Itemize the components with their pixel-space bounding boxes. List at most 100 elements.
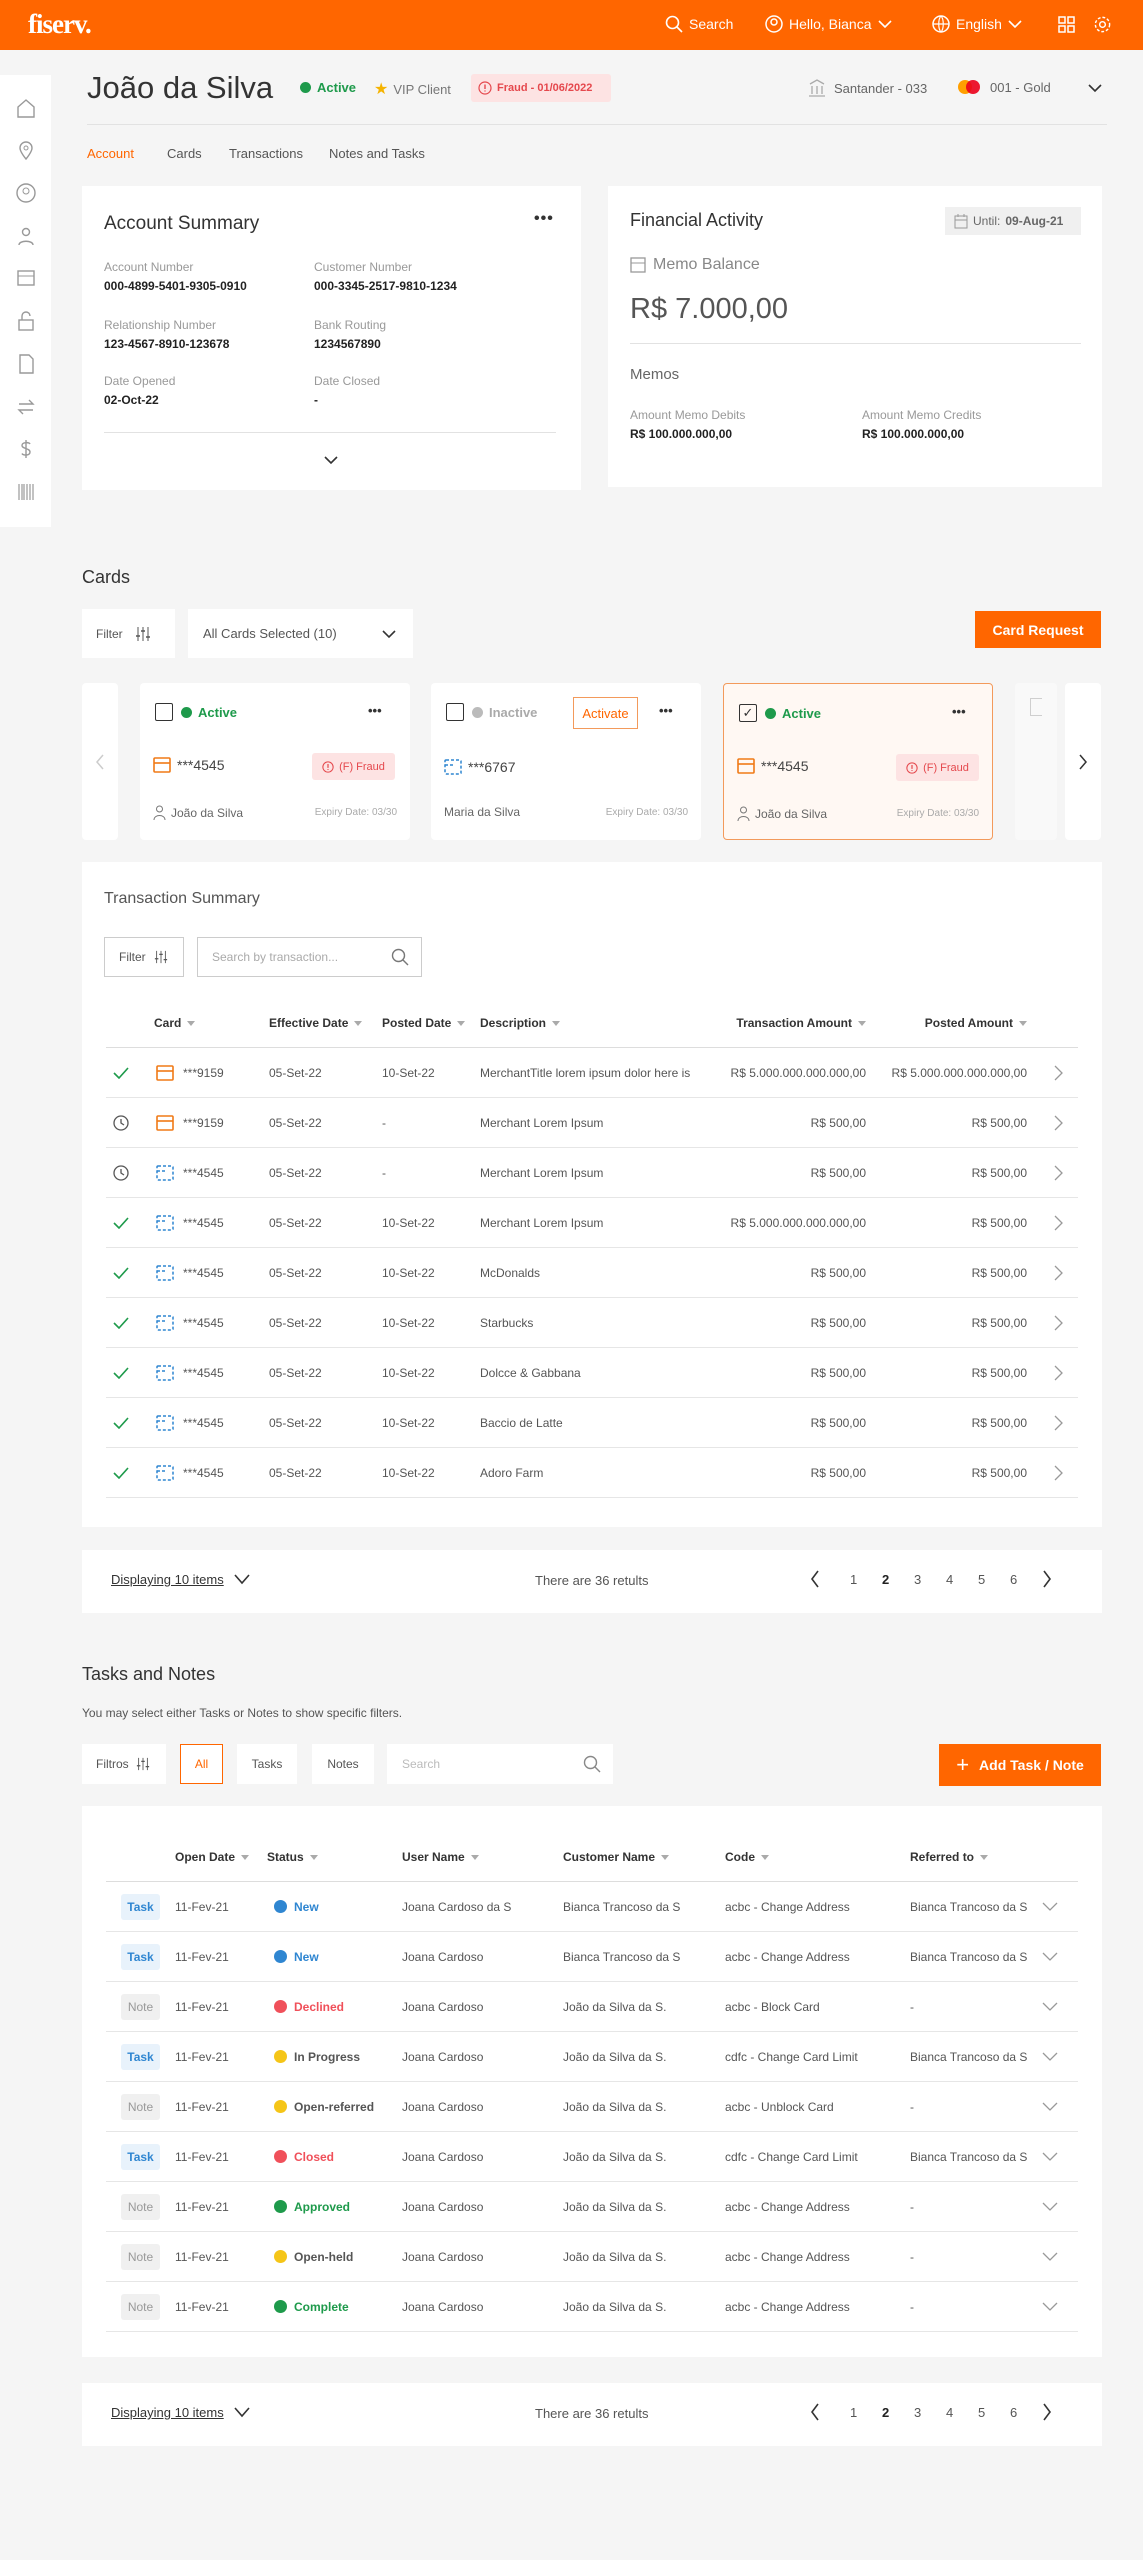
column-header[interactable]: Transaction Amount [736, 1016, 866, 1030]
column-header[interactable]: Description [480, 1016, 561, 1030]
more-options-icon[interactable]: ••• [952, 704, 966, 719]
tab-cards[interactable]: Cards [167, 146, 202, 161]
location-pin-icon[interactable] [15, 139, 37, 161]
table-row[interactable]: Note 11-Fev-21 Open-held Joana Cardoso João … [106, 2232, 1078, 2282]
table-row[interactable]: ***4545 05-Set-22 10-Set-22 Merchant Lorem … [106, 1198, 1078, 1248]
cards-selector-dropdown[interactable]: All Cards Selected (10) [188, 609, 413, 658]
filter-notes-chip[interactable]: Notes [312, 1744, 374, 1784]
chevron-down-icon[interactable] [1042, 2302, 1058, 2312]
page-number[interactable]: 3 [914, 2404, 922, 2420]
card-tile-partial[interactable] [1015, 683, 1057, 840]
chevron-right-icon[interactable] [1054, 1415, 1063, 1431]
activate-button[interactable]: Activate [573, 697, 638, 729]
column-header[interactable]: Card [154, 1016, 196, 1030]
more-options-icon[interactable]: ••• [659, 703, 673, 718]
table-row[interactable]: Note 11-Fev-21 Declined Joana Cardoso João d… [106, 1982, 1078, 2032]
chevron-down-icon[interactable] [1042, 1902, 1058, 1912]
chevron-down-icon[interactable] [1042, 2202, 1058, 2212]
tab-account[interactable]: Account [87, 146, 134, 161]
chevron-right-icon[interactable] [1054, 1215, 1063, 1231]
document-edit-icon[interactable] [15, 353, 37, 375]
expand-chevron-icon[interactable] [323, 454, 339, 466]
table-row[interactable]: ***4545 05-Set-22 - Merchant Lorem Ipsum R$ … [106, 1148, 1078, 1198]
column-header[interactable]: Referred to [910, 1850, 989, 1864]
table-row[interactable]: Task 11-Fev-21 Closed Joana Cardoso João da … [106, 2132, 1078, 2182]
chevron-down-icon[interactable] [1042, 2152, 1058, 2162]
language-selector[interactable]: English [932, 15, 1022, 33]
page-number[interactable]: 2 [882, 1571, 890, 1587]
user-circle-icon[interactable] [15, 182, 37, 204]
column-header[interactable]: Status [267, 1850, 318, 1864]
chevron-right-icon[interactable] [1054, 1065, 1063, 1081]
more-options-icon[interactable]: ••• [534, 210, 554, 227]
previous-page-button[interactable] [810, 2402, 850, 2422]
home-icon[interactable] [15, 97, 37, 119]
card-tile[interactable]: ✓ Active ••• ***4545 (F) Fraud João da Silva E… [723, 683, 993, 840]
checkbox[interactable] [155, 703, 173, 721]
checkbox[interactable] [446, 703, 464, 721]
column-header[interactable]: Customer Name [563, 1850, 670, 1864]
page-number[interactable]: 5 [978, 2404, 986, 2420]
column-header[interactable]: Posted Date [382, 1016, 466, 1030]
page-number[interactable]: 5 [978, 1571, 986, 1587]
page-number[interactable]: 6 [1010, 2404, 1018, 2420]
page-number[interactable]: 6 [1010, 1571, 1018, 1587]
more-options-icon[interactable]: ••• [368, 703, 382, 718]
table-row[interactable]: Note 11-Fev-21 Approved Joana Cardoso João d… [106, 2182, 1078, 2232]
page-number[interactable]: 3 [914, 1571, 922, 1587]
chevron-right-icon[interactable] [1054, 1365, 1063, 1381]
carousel-prev-button[interactable] [82, 683, 118, 840]
column-header[interactable]: Code [725, 1850, 769, 1864]
column-header[interactable]: Posted Amount [925, 1016, 1027, 1030]
table-row[interactable]: Note 11-Fev-21 Complete Joana Cardoso João d… [106, 2282, 1078, 2332]
items-per-page-dropdown[interactable]: Displaying 10 items [111, 2405, 250, 2420]
chevron-right-icon[interactable] [1054, 1265, 1063, 1281]
column-header[interactable]: User Name [402, 1850, 479, 1864]
person-icon[interactable] [15, 225, 37, 247]
filter-all-chip[interactable]: All [180, 1744, 223, 1784]
items-per-page-dropdown[interactable]: Displaying 10 items [111, 1572, 250, 1587]
chevron-down-icon[interactable] [1042, 1952, 1058, 1962]
chevron-down-icon[interactable] [1042, 2052, 1058, 2062]
table-row[interactable]: ***9159 05-Set-22 10-Set-22 MerchantTitle l… [106, 1048, 1078, 1098]
fiserv-logo[interactable]: fiserv. [28, 9, 92, 39]
tab-notes-and-tasks[interactable]: Notes and Tasks [329, 146, 425, 161]
column-header[interactable]: Effective Date [269, 1016, 363, 1030]
card-tile[interactable]: Active ••• ***4545 (F) Fraud João da Silva Ex… [140, 683, 410, 840]
dollar-icon[interactable] [15, 438, 37, 460]
table-row[interactable]: ***4545 05-Set-22 10-Set-22 Baccio de Latte… [106, 1398, 1078, 1448]
page-number[interactable]: 4 [946, 1571, 954, 1587]
column-header[interactable]: Open Date [175, 1850, 250, 1864]
table-row[interactable]: ***4545 05-Set-22 10-Set-22 Dolcce & Gabban… [106, 1348, 1078, 1398]
tasks-search-input[interactable]: Search [387, 1744, 613, 1784]
tab-transactions[interactable]: Transactions [229, 146, 303, 161]
table-row[interactable]: Note 11-Fev-21 Open-referred Joana Cardoso J… [106, 2082, 1078, 2132]
next-page-button[interactable] [1042, 2402, 1062, 2422]
table-row[interactable]: ***4545 05-Set-22 10-Set-22 Starbucks R$ 500… [106, 1298, 1078, 1348]
chevron-right-icon[interactable] [1054, 1115, 1063, 1131]
page-number[interactable]: 2 [882, 2404, 890, 2420]
table-row[interactable]: ***9159 05-Set-22 - Merchant Lorem Ipsum R$ … [106, 1098, 1078, 1148]
page-number[interactable]: 1 [850, 1571, 858, 1587]
page-number[interactable]: 4 [946, 2404, 954, 2420]
page-number[interactable]: 1 [850, 2404, 858, 2420]
table-row[interactable]: ***4545 05-Set-22 10-Set-22 Adoro Farm R$ 50… [106, 1448, 1078, 1498]
cards-filter-button[interactable]: Filter [82, 609, 175, 658]
transaction-search-input[interactable]: Search by transaction... [197, 937, 422, 977]
apps-grid-icon[interactable] [1058, 16, 1075, 33]
barcode-icon[interactable] [15, 481, 37, 503]
unlock-icon[interactable] [15, 310, 37, 332]
carousel-next-button[interactable] [1065, 683, 1101, 840]
search-button[interactable]: Search [665, 15, 733, 33]
credit-card-icon[interactable] [15, 267, 37, 289]
chevron-down-icon[interactable] [1042, 2002, 1058, 2012]
card-request-button[interactable]: Card Request [975, 611, 1101, 648]
chevron-down-icon[interactable] [1042, 2252, 1058, 2262]
date-filter[interactable]: Until: 09-Aug-21 [945, 207, 1081, 235]
chevron-right-icon[interactable] [1054, 1315, 1063, 1331]
table-row[interactable]: Task 11-Fev-21 New Joana Cardoso Bianca Tran… [106, 1932, 1078, 1982]
chevron-right-icon[interactable] [1054, 1465, 1063, 1481]
checkbox-checked[interactable]: ✓ [739, 704, 757, 722]
card-tile[interactable]: Inactive Activate ••• ***6767 Maria da Silva… [431, 683, 701, 840]
filter-tasks-chip[interactable]: Tasks [237, 1744, 297, 1784]
